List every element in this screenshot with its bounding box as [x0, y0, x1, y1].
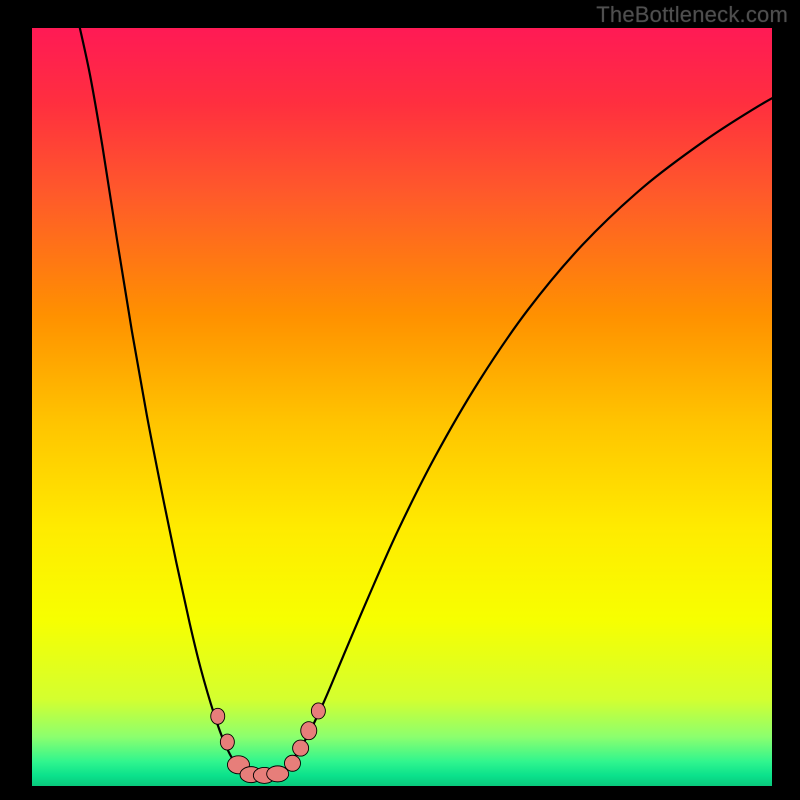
bottleneck-curve-plot — [32, 28, 772, 786]
curve-marker — [284, 755, 300, 771]
curve-marker — [301, 722, 317, 740]
gradient-background — [32, 28, 772, 786]
curve-marker — [211, 708, 225, 724]
chart-frame: TheBottleneck.com — [0, 0, 800, 800]
curve-marker — [311, 703, 325, 719]
curve-marker — [293, 740, 309, 756]
curve-marker — [220, 734, 234, 750]
curve-marker — [267, 766, 289, 782]
watermark-text: TheBottleneck.com — [596, 2, 788, 28]
